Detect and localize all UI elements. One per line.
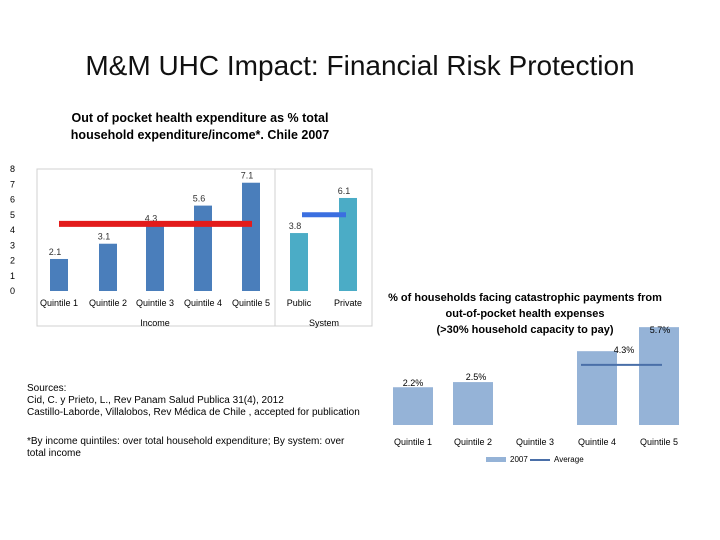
chart1-x-tick-label: Quintile 1	[40, 298, 78, 308]
chart1-y-tick-label: 3	[10, 240, 15, 250]
footnote-line: *By income quintiles: over total househo…	[27, 436, 345, 447]
chart2-legend-label: Average	[554, 455, 584, 464]
chart2-title: % of households facing catastrophic paym…	[380, 290, 670, 338]
chart2-x-tick-label: Quintile 3	[516, 437, 554, 447]
chart2-x-tick-label: Quintile 1	[394, 437, 432, 447]
footnote-text: *By income quintiles: over total househo…	[27, 436, 367, 460]
chart1-data-label: 7.1	[241, 171, 254, 181]
chart1-bar	[99, 243, 117, 291]
chart1-x-tick-label: Quintile 3	[136, 298, 174, 308]
chart1-title-line-2: household expenditure/income*. Chile 200…	[70, 128, 330, 142]
chart1-data-label: 3.8	[289, 221, 302, 231]
sources-line: Castillo-Laborde, Villalobos, Rev Médica…	[27, 407, 360, 418]
sources-line: Cid, C. y Prieto, L., Rev Panam Salud Pu…	[27, 395, 284, 406]
chart2-bar	[453, 382, 493, 425]
chart2-data-label: 2.5%	[466, 372, 487, 382]
chart1-x-tick-label: Quintile 2	[89, 298, 127, 308]
chart1-y-tick-label: 7	[10, 179, 15, 189]
chart1-bar	[146, 225, 164, 291]
chart2-title-line-1: % of households facing catastrophic paym…	[388, 292, 662, 304]
sources-text: Sources: Cid, C. y Prieto, L., Rev Panam…	[27, 383, 377, 419]
chart1-bar	[339, 197, 357, 291]
slide-title: M&M UHC Impact: Financial Risk Protectio…	[85, 50, 635, 81]
chart1-y-tick-label: 8	[10, 164, 15, 174]
chart1-bar	[290, 233, 308, 291]
chart2-data-label: 4.3%	[614, 345, 635, 355]
chart1-y-tick-label: 6	[10, 195, 15, 205]
chart2-title-line-3: (>30% household capacity to pay)	[436, 324, 614, 336]
chart1-x-tick-label: Public	[287, 298, 312, 308]
chart1-x-tick-label: Quintile 4	[184, 298, 222, 308]
chart2-title-line-2: out-of-pocket health expenses	[445, 308, 605, 320]
chart2-legend-label: 2007	[510, 455, 528, 464]
chart2-legend-swatch-2007	[486, 457, 506, 462]
chart2-x-tick-label: Quintile 2	[454, 437, 492, 447]
chart1-data-label: 2.1	[49, 247, 62, 257]
chart2-bar	[577, 351, 617, 425]
chart1-data-label: 4.3	[145, 213, 158, 223]
chart2-x-tick-label: Quintile 5	[640, 437, 678, 447]
chart2-x-tick-label: Quintile 4	[578, 437, 616, 447]
chart1-y-tick-label: 4	[10, 225, 15, 235]
footnote-line: total income	[27, 448, 81, 459]
chart1-group-label-income: Income	[140, 318, 170, 328]
chart1-y-tick-label: 1	[10, 271, 15, 281]
chart2-bar	[639, 327, 679, 425]
chart1-data-label: 5.6	[193, 194, 206, 204]
chart1-x-tick-label: Private	[334, 298, 362, 308]
chart1-bar	[242, 182, 260, 291]
chart1-title-line-1: Out of pocket health expenditure as % to…	[71, 111, 329, 125]
chart2-bar	[393, 387, 433, 425]
chart1-data-label: 3.1	[98, 232, 111, 242]
chart1-bar	[194, 205, 212, 291]
sources-line: Sources:	[27, 383, 67, 394]
chart1-group-label-system: System	[309, 318, 339, 328]
chart1-bar	[50, 258, 68, 291]
chart1-y-tick-label: 5	[10, 210, 15, 220]
chart1-plot-area	[36, 168, 373, 327]
chart1-title: Out of pocket health expenditure as % to…	[40, 110, 360, 144]
chart1-data-label: 6.1	[338, 186, 351, 196]
chart1-y-tick-label: 0	[10, 286, 15, 296]
chart1-y-tick-label: 2	[10, 256, 15, 266]
chart1-x-tick-label: Quintile 5	[232, 298, 270, 308]
chart2-data-label: 2.2%	[403, 378, 424, 388]
chart2-data-label: 5.7%	[650, 325, 671, 335]
